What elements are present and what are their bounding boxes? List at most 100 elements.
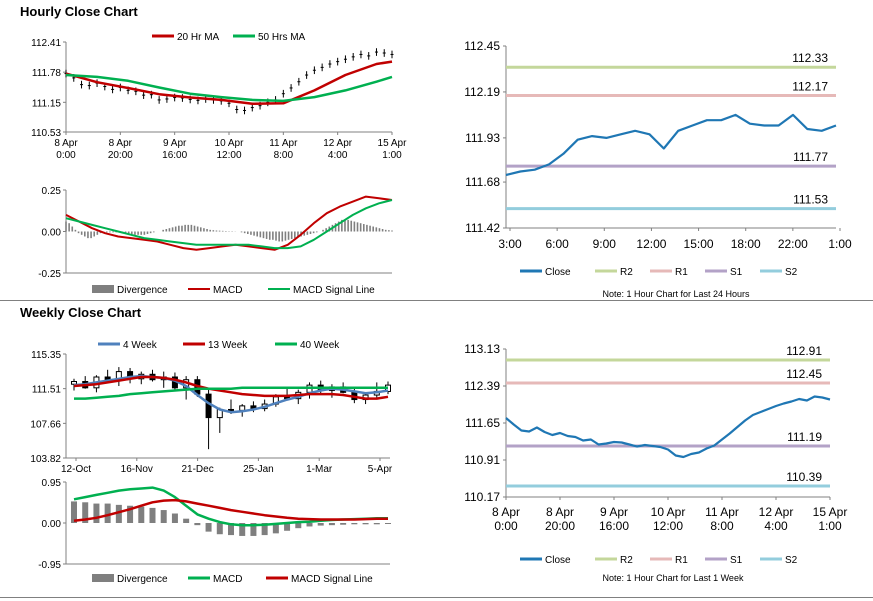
weekly_pivot-x-label: 12 Apr [759,505,794,519]
hourly_pivot-x-label: 18:00 [731,237,761,251]
divergence-bar [228,523,234,536]
divergence-bar [160,510,167,523]
legend-40week-label: 40 Week [300,340,340,351]
legend-4week-label: 4 Week [123,340,158,351]
hourly_pivot-y-tick-label: 111.68 [465,175,500,189]
hourly_pivot-y-tick-label: 112.19 [464,85,500,99]
hourly_pivot-level-s1-label: 111.77 [793,150,828,164]
hourly-price-y-tick-label: 111.78 [32,68,62,79]
weekly-price-x-label: 1-Mar [306,464,333,475]
hourly_pivot-legend-s2-label: S2 [785,267,798,278]
hourly_pivot-x-label: 1:00 [828,237,852,251]
hourly-price-y-tick-label: 111.15 [32,98,62,109]
weekly-price-x-label: 16-Nov [121,464,153,475]
divergence-bar [373,523,380,525]
hourly_pivot-note: Note: 1 Hour Chart for Last 24 Hours [602,289,750,299]
hourly_pivot-level-r2-label: 112.33 [792,51,828,65]
hourly-price-x-label-time: 16:00 [162,150,187,161]
hourly-price-x-label-time: 20:00 [108,150,133,161]
ma-20hr-line [65,60,393,106]
divergence-bar [138,506,145,523]
weekly_pivot-x-label-time: 12:00 [653,519,683,533]
macd-line [65,195,393,251]
weekly-legend-macd-signal-label: MACD Signal Line [291,574,373,585]
ma-40week-line [74,386,388,400]
weekly_pivot-level-r1-label: 112.45 [786,367,822,381]
weekly_pivot-legend-r1-label: R1 [675,555,688,566]
weekly_pivot-x-label-time: 1:00 [818,519,842,533]
hourly-price-x-label: 12 Apr [323,138,353,149]
divergence-bar [194,523,201,526]
divergence-bar [183,518,190,523]
hourly-price-x-label-time: 1:00 [382,150,402,161]
divergence-bar [205,523,212,532]
hourly-price-x-label: 9 Apr [163,138,187,149]
hourly-price-x-label: 15 Apr [378,138,408,149]
divergence-bar [385,523,391,524]
weekly_pivot-y-tick-label: 110.17 [464,490,500,504]
weekly_pivot-note: Note: 1 Hour Chart for Last 1 Week [603,573,744,583]
weekly_pivot-legend-close-label: Close [545,555,571,566]
legend-20hr-ma-label: 20 Hr MA [177,32,220,43]
hourly-macd-y-tick-label: -0.25 [38,269,61,280]
weekly_pivot-x-label-time: 16:00 [599,519,629,533]
weekly-price-x-label: 21-Dec [181,464,213,475]
divergence-bar [272,523,279,534]
hourly_pivot-x-label: 22:00 [778,237,808,251]
hourly-price-x-label-time: 8:00 [274,150,294,161]
hourly-price-y-tick-label: 110.53 [31,128,61,139]
hourly_pivot-x-label: 15:00 [684,237,714,251]
section-divider [0,300,873,301]
divergence-bar [216,523,223,535]
weekly_pivot-level-s1-label: 111.19 [787,430,822,444]
divergence-bar [71,501,77,523]
weekly-price-y-tick-label: 115.35 [31,350,61,361]
divergence-bar [250,523,257,536]
divergence-bar [127,505,134,523]
ma-13week-line [73,375,389,400]
legend-macd-label: MACD [213,285,242,296]
divergence-bar [149,507,156,523]
bottom-divider [0,597,873,598]
hourly_pivot-x-label: 9:00 [593,237,617,251]
divergence-bar [104,503,111,523]
hourly-price-x-label: 8 Apr [109,138,133,149]
weekly-price-x-label: 25-Jan [243,464,274,475]
weekly_pivot-x-label-time: 8:00 [710,519,734,533]
hourly_pivot-legend-s1-label: S1 [730,267,743,278]
divergence-bar [284,523,291,531]
weekly_pivot-legend-s2-label: S2 [785,555,798,566]
weekly-price-x-label: 12-Oct [61,464,91,475]
weekly_pivot-x-label-time: 4:00 [764,519,788,533]
weekly_pivot-x-label: 8 Apr [546,505,574,519]
hourly-macd-y-tick-label: 0.00 [42,228,62,239]
divergence-bar [328,523,335,526]
hourly-price-y-tick-label: 112.41 [31,38,61,49]
weekly_pivot-x-label-time: 20:00 [545,519,575,533]
hourly-price-x-label: 11 Apr [269,138,298,149]
divergence-bar [340,523,347,525]
divergence-bar [171,513,178,523]
hourly-price-x-label-time: 0:00 [56,150,76,161]
legend-divergence-label: Divergence [117,285,168,296]
divergence-bar [295,523,302,529]
weekly-section-title: Weekly Close Chart [20,305,142,320]
hourly_pivot-legend-r2-label: R2 [620,267,633,278]
weekly-macd-y-tick-label: 0.00 [42,519,62,530]
hourly-price-x-label: 8 Apr [54,138,78,149]
hourly_pivot-legend-close-label: Close [545,267,571,278]
hourly_pivot-close-line [505,113,837,177]
legend-macd-signal-label: MACD Signal Line [293,285,375,296]
weekly-legend-macd-label: MACD [213,574,242,585]
ma-50hrs-line [65,73,393,103]
weekly-price-y-tick-label: 107.66 [30,419,61,430]
macd-signal-line [65,199,393,250]
hourly-price-x-label-time: 4:00 [328,150,348,161]
weekly_pivot-level-s2-label: 110.39 [786,470,822,484]
weekly_pivot-x-label: 9 Apr [600,505,628,519]
weekly_pivot-y-tick-label: 110.91 [464,453,500,467]
weekly-price-y-tick-label: 111.51 [32,385,62,396]
hourly_pivot-x-label: 3:00 [498,237,522,251]
candle-body [228,408,234,411]
